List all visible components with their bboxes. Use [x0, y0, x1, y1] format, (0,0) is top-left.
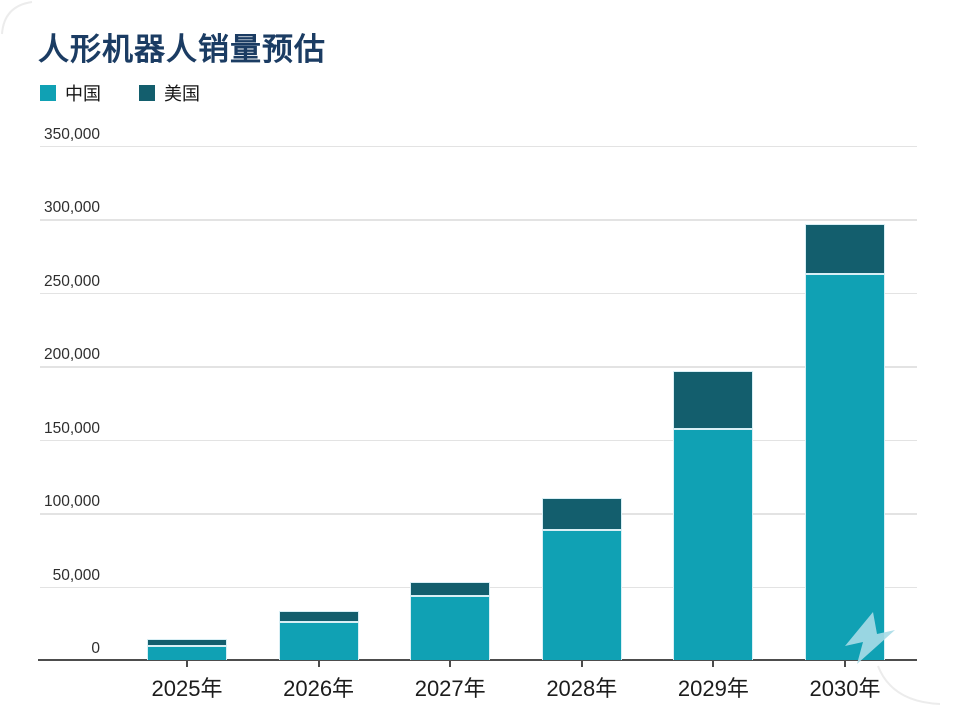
y-tick-label: 250,000 [43, 272, 100, 290]
bar-segment-china [147, 644, 227, 660]
bar-segment-china [673, 427, 754, 660]
gridline [40, 292, 917, 294]
bar-segment-usa [278, 610, 359, 622]
x-axis-tick [186, 661, 188, 667]
x-tick-label: 2027年 [414, 676, 486, 701]
legend-label-china: 中国 [65, 84, 101, 104]
y-tick-label: 50,000 [52, 566, 100, 584]
bar-group-2027年 [410, 582, 491, 660]
y-tick-label: 200,000 [43, 346, 100, 363]
bar-segment-china [278, 621, 359, 660]
bar-segment-usa [147, 638, 227, 645]
x-tick-label: 2030年 [809, 676, 881, 701]
gridline [40, 513, 917, 515]
bar-group-2025年 [147, 638, 227, 660]
legend-item-usa: 美国 [139, 80, 200, 106]
gridline [40, 439, 917, 441]
x-axis-tick [844, 661, 846, 667]
x-axis-tick [580, 661, 583, 667]
bar-group-2029年 [673, 371, 754, 660]
gridline [40, 219, 917, 221]
legend-item-china: 中国 [40, 80, 101, 106]
bar-segment-china [541, 529, 622, 660]
gridline [40, 145, 917, 147]
gridline [40, 366, 917, 368]
x-axis-tick [317, 661, 320, 667]
bar-segment-china [410, 594, 491, 660]
page-title: 人形机器人销量预估 [38, 32, 326, 67]
usa-color-swatch [139, 85, 155, 101]
x-axis-tick [712, 661, 715, 667]
x-tick-label: 2028年 [546, 676, 618, 701]
legend-label-usa: 美国 [164, 84, 200, 104]
bar-group-2030年 [805, 224, 885, 660]
x-axis-tick [449, 661, 452, 667]
y-tick-label: 150,000 [43, 419, 100, 437]
legend: 中国 美国 [40, 80, 200, 106]
y-tick-label: 100,000 [43, 493, 100, 510]
bar-group-2026年 [278, 610, 359, 660]
bar-segment-usa [673, 371, 754, 428]
bar-segment-usa [410, 582, 491, 595]
y-tick-label: 300,000 [43, 199, 100, 216]
y-tick-label: 350,000 [43, 125, 100, 143]
y-tick-label: 0 [91, 640, 100, 657]
bar-group-2028年 [541, 498, 622, 660]
x-tick-label: 2025年 [151, 676, 223, 701]
china-color-swatch [40, 85, 56, 101]
bar-segment-usa [541, 498, 622, 530]
x-tick-label: 2026年 [283, 676, 355, 701]
bar-segment-usa [805, 224, 885, 273]
x-tick-label: 2029年 [677, 676, 749, 701]
bar-segment-china [805, 272, 885, 660]
